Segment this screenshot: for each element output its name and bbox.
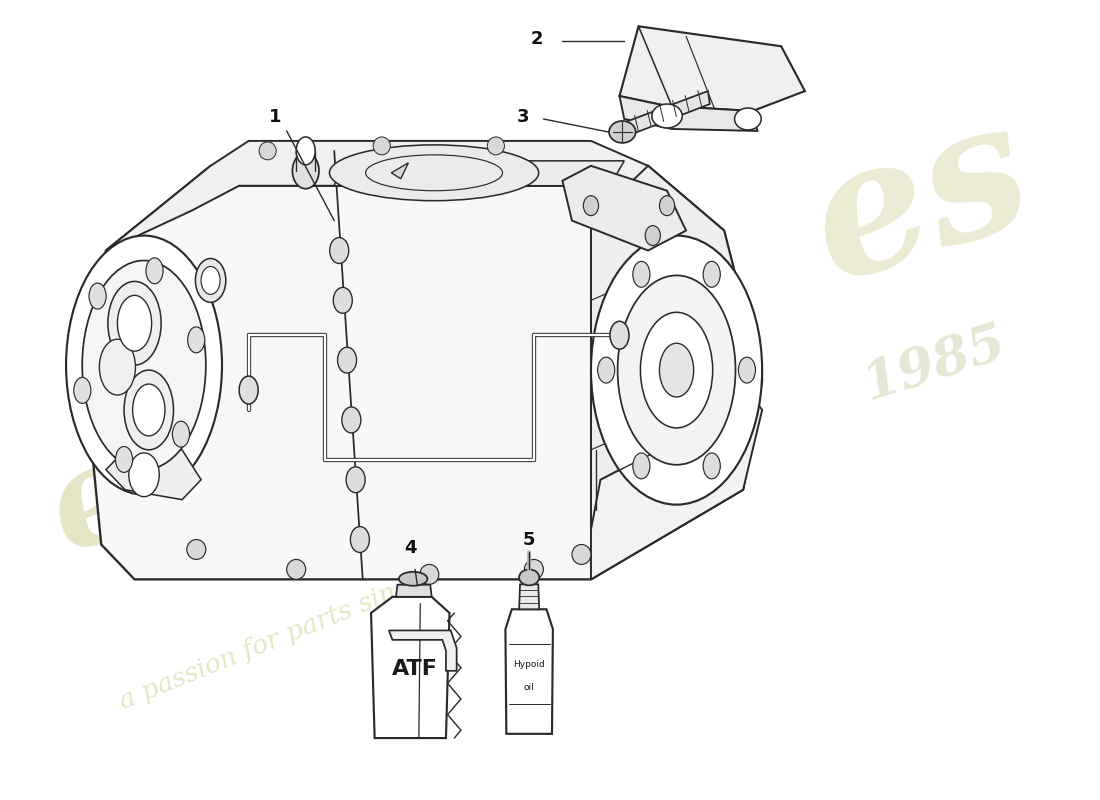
Text: ATF: ATF (392, 659, 438, 679)
Ellipse shape (646, 226, 660, 246)
Ellipse shape (703, 262, 720, 287)
Ellipse shape (201, 266, 220, 294)
Ellipse shape (118, 295, 152, 351)
Ellipse shape (74, 378, 91, 403)
Polygon shape (106, 450, 201, 500)
Text: Hypoid: Hypoid (514, 659, 544, 669)
Text: 1985: 1985 (857, 317, 1013, 411)
Ellipse shape (188, 327, 205, 353)
Polygon shape (617, 91, 710, 139)
Polygon shape (371, 597, 450, 738)
Polygon shape (591, 390, 762, 579)
Ellipse shape (338, 347, 356, 373)
Ellipse shape (617, 275, 736, 465)
Ellipse shape (632, 262, 650, 287)
Polygon shape (334, 161, 625, 186)
Ellipse shape (487, 137, 505, 155)
Ellipse shape (583, 196, 598, 216)
Ellipse shape (187, 539, 206, 559)
Ellipse shape (330, 145, 539, 201)
Ellipse shape (239, 376, 258, 404)
Ellipse shape (99, 339, 135, 395)
Text: 2: 2 (531, 30, 543, 48)
Ellipse shape (659, 196, 674, 216)
Ellipse shape (399, 572, 428, 586)
Ellipse shape (640, 312, 713, 428)
Ellipse shape (116, 446, 133, 473)
Polygon shape (505, 610, 553, 734)
Text: 3: 3 (517, 108, 529, 126)
Polygon shape (562, 166, 686, 250)
Text: 1: 1 (270, 108, 282, 126)
Polygon shape (392, 163, 408, 178)
Ellipse shape (525, 559, 543, 579)
Ellipse shape (124, 370, 174, 450)
Text: 4: 4 (404, 539, 417, 558)
Ellipse shape (146, 258, 163, 284)
Ellipse shape (293, 153, 319, 189)
Ellipse shape (597, 357, 615, 383)
Ellipse shape (296, 137, 316, 165)
Ellipse shape (196, 258, 225, 302)
Ellipse shape (108, 282, 161, 365)
Ellipse shape (66, 235, 222, 494)
Ellipse shape (133, 384, 165, 436)
Ellipse shape (129, 453, 160, 497)
Ellipse shape (173, 422, 189, 447)
Ellipse shape (519, 570, 539, 586)
Ellipse shape (351, 526, 370, 553)
Polygon shape (82, 166, 762, 579)
Polygon shape (519, 584, 539, 610)
Ellipse shape (260, 142, 276, 160)
Polygon shape (389, 630, 456, 671)
Ellipse shape (591, 235, 762, 505)
Polygon shape (591, 166, 762, 579)
Ellipse shape (572, 545, 591, 565)
Polygon shape (619, 26, 805, 111)
Text: a passion for parts since 1985: a passion for parts since 1985 (116, 540, 498, 714)
Ellipse shape (659, 343, 694, 397)
Ellipse shape (342, 407, 361, 433)
Ellipse shape (287, 559, 306, 579)
Ellipse shape (420, 565, 439, 584)
Ellipse shape (346, 466, 365, 493)
Polygon shape (619, 96, 758, 131)
Ellipse shape (82, 261, 206, 470)
Ellipse shape (89, 283, 106, 309)
Ellipse shape (735, 108, 761, 130)
Polygon shape (396, 585, 431, 597)
Ellipse shape (330, 238, 349, 263)
Ellipse shape (333, 287, 352, 314)
Ellipse shape (703, 453, 720, 479)
Ellipse shape (738, 357, 756, 383)
Ellipse shape (652, 104, 682, 128)
Ellipse shape (632, 453, 650, 479)
Ellipse shape (610, 322, 629, 349)
Text: oil: oil (524, 682, 535, 691)
Text: es: es (791, 84, 1052, 319)
Ellipse shape (373, 137, 390, 155)
Text: europes: europes (30, 239, 624, 579)
Text: 5: 5 (522, 531, 536, 550)
Ellipse shape (609, 121, 636, 143)
Polygon shape (106, 141, 724, 250)
